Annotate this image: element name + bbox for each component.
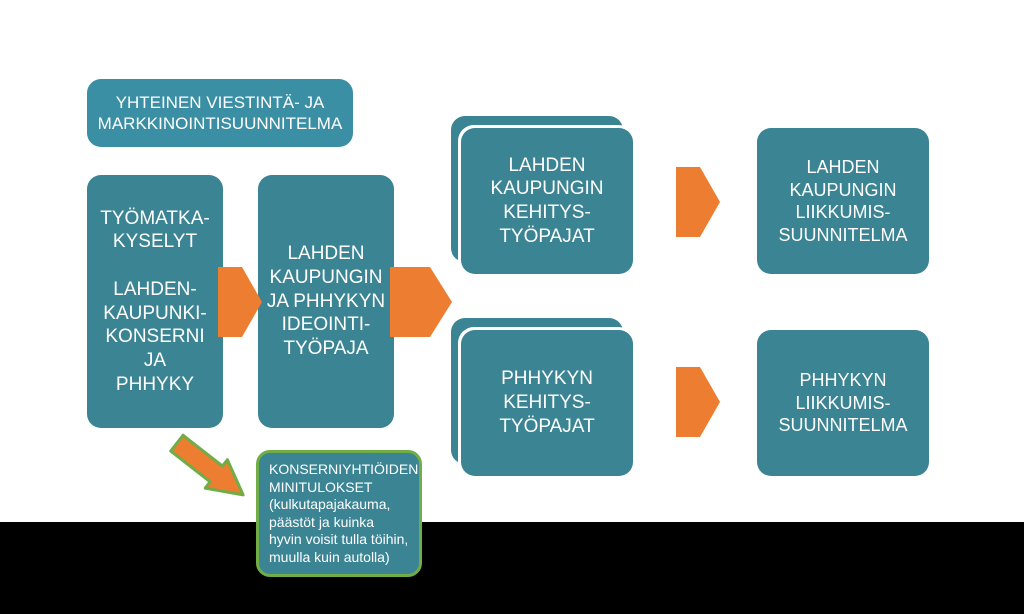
node-label: YHTEINEN VIESTINTÄ- JA MARKKINOINTISUUNN…	[93, 92, 347, 135]
callout-label: KONSERNIYHTIÖIDEN MINITULOKSET (kulkutap…	[269, 461, 418, 565]
diagram-canvas: YHTEINEN VIESTINTÄ- JA MARKKINOINTISUUNN…	[0, 0, 1024, 614]
bottom-bar	[0, 522, 1024, 614]
arrow-3	[676, 167, 720, 237]
node-label: LAHDEN KAUPUNGIN JA PHHYKYN IDEOINTI-TYÖ…	[264, 242, 388, 361]
node-comms-plan: YHTEINEN VIESTINTÄ- JA MARKKINOINTISUUNN…	[87, 79, 353, 147]
node-city-plan: LAHDEN KAUPUNGIN LIIKKUMIS-SUUNNITELMA	[757, 128, 929, 274]
node-label: LAHDEN KAUPUNGIN KEHITYS-TYÖPAJAT	[467, 154, 627, 249]
callout-miniresults: KONSERNIYHTIÖIDEN MINITULOKSET (kulkutap…	[256, 450, 422, 577]
node-label: PHHYKYN LIIKKUMIS-SUUNNITELMA	[763, 369, 923, 437]
node-city-dev: LAHDEN KAUPUNGIN KEHITYS-TYÖPAJAT	[461, 128, 633, 274]
arrow-4	[676, 367, 720, 437]
node-label: PHHYKYN KEHITYS-TYÖPAJAT	[467, 367, 627, 438]
arrow-1	[218, 267, 262, 337]
node-label: TYÖMATKA- KYSELYT LAHDEN- KAUPUNKI- KONS…	[93, 207, 217, 397]
node-ideation: LAHDEN KAUPUNGIN JA PHHYKYN IDEOINTI-TYÖ…	[258, 175, 394, 428]
diag-arrow-icon	[155, 424, 265, 519]
node-phh-plan: PHHYKYN LIIKKUMIS-SUUNNITELMA	[757, 330, 929, 476]
arrow-2	[390, 267, 452, 337]
node-phh-dev: PHHYKYN KEHITYS-TYÖPAJAT	[461, 330, 633, 476]
node-surveys: TYÖMATKA- KYSELYT LAHDEN- KAUPUNKI- KONS…	[87, 175, 223, 428]
node-label: LAHDEN KAUPUNGIN LIIKKUMIS-SUUNNITELMA	[763, 156, 923, 246]
